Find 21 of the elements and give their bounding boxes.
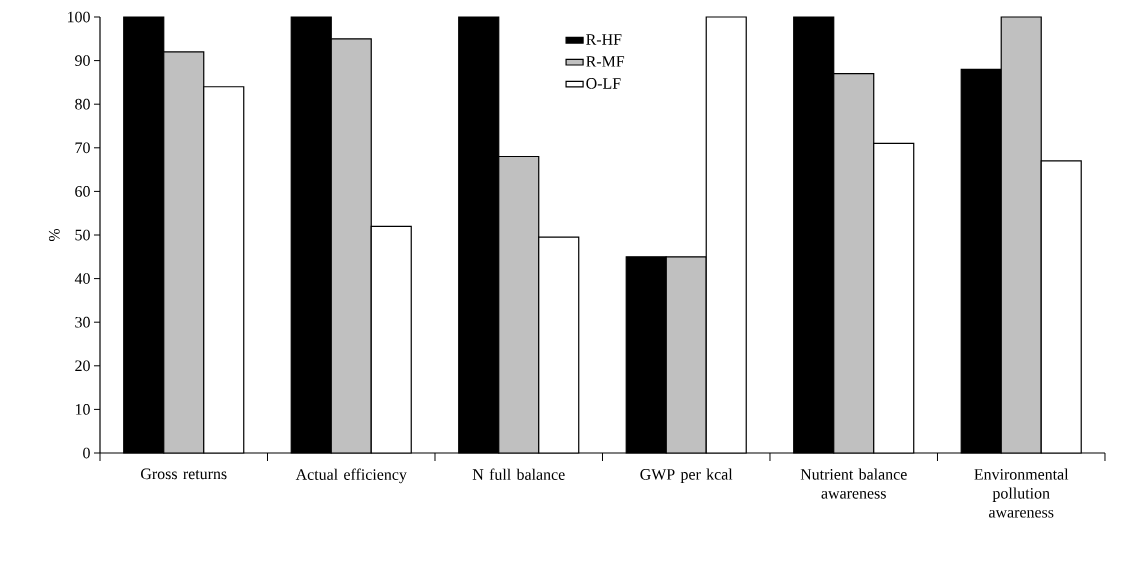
legend-label: R-MF (586, 56, 625, 67)
legend-label: O-LF (586, 78, 621, 89)
y-tick-label: 20 (75, 360, 90, 372)
x-tick-label: N full balance (472, 468, 565, 480)
legend-label: R-HF (586, 34, 622, 45)
y-tick-label: 60 (75, 186, 90, 197)
x-tick-label: Nutrient balance awareness (800, 468, 907, 499)
y-tick-label: 80 (75, 98, 90, 110)
y-tick-label: 30 (75, 316, 90, 328)
x-tick-label: Gross returns (141, 468, 227, 480)
y-axis-title: % (48, 228, 60, 242)
x-tick-label: Environmental pollution awareness (974, 468, 1069, 518)
y-tick-label: 90 (75, 55, 90, 66)
x-tick-label: Actual efficiency (295, 468, 407, 484)
x-tick-label: GWP per kcal (640, 468, 733, 483)
y-tick-label: 10 (75, 404, 90, 415)
y-tick-label: 70 (75, 142, 90, 154)
y-tick-label: 40 (74, 273, 90, 284)
y-tick-label: 0 (83, 447, 90, 459)
y-tick-label: 100 (67, 11, 90, 23)
y-tick-label: 50 (75, 229, 90, 241)
